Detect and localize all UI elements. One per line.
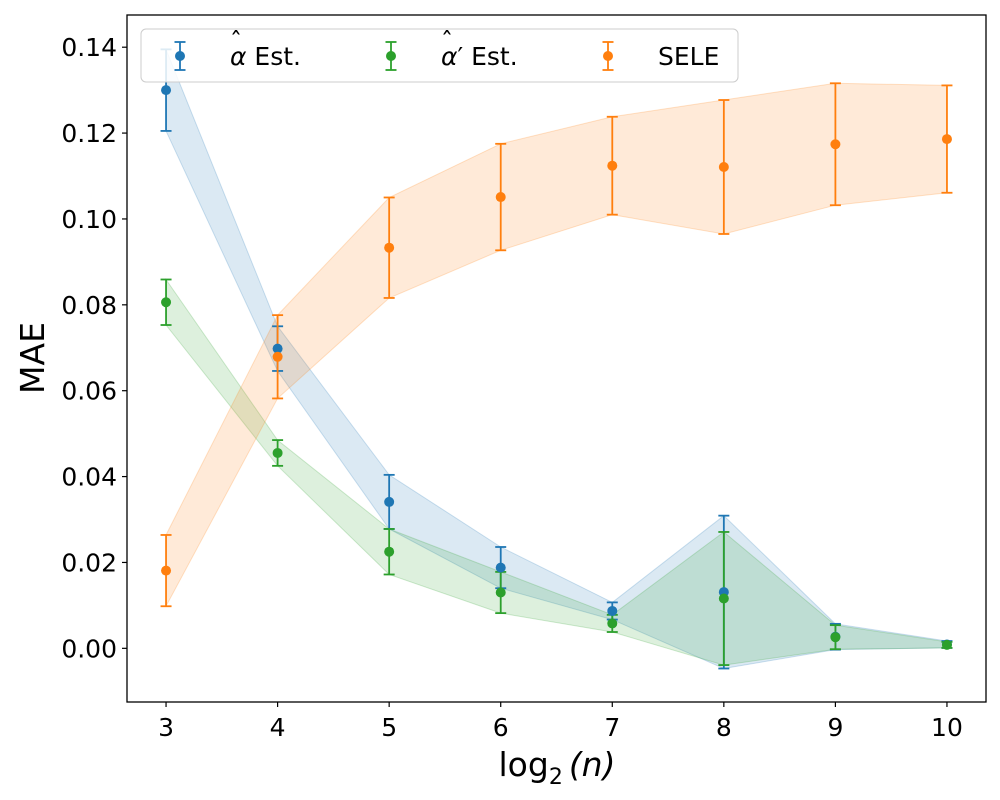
point-series-1-x8 bbox=[718, 593, 729, 604]
legend-label-base: α bbox=[230, 42, 247, 71]
y-tick-label: 0.14 bbox=[61, 33, 117, 62]
point-series-2-x5 bbox=[384, 242, 395, 253]
legend-box bbox=[140, 28, 739, 83]
y-tick-label: 0.00 bbox=[61, 634, 117, 663]
y-tick-label: 0.06 bbox=[61, 377, 117, 406]
point-series-1-x9 bbox=[830, 632, 841, 643]
y-axis-ticks: 0.00 0.02 0.04 0.06 0.08 0.10 0.12 0.14 bbox=[61, 33, 127, 663]
x-axis-ticks: 3 4 5 6 7 8 9 10 bbox=[158, 702, 963, 742]
x-tick-label: 10 bbox=[931, 713, 963, 742]
legend-label-rest: Est. bbox=[246, 42, 301, 71]
legend-label: SELE bbox=[658, 42, 719, 71]
point-series-2-x6 bbox=[495, 192, 506, 203]
x-tick-label: 3 bbox=[158, 713, 174, 742]
point-series-0-x6 bbox=[495, 562, 506, 573]
legend-label-hat: ˆ bbox=[230, 27, 243, 56]
x-axis-label: log2 (n) bbox=[499, 745, 616, 790]
point-series-0-x5 bbox=[384, 496, 395, 507]
legend-label: α Est. bbox=[230, 42, 301, 71]
data-points bbox=[161, 85, 952, 650]
point-series-1-x6 bbox=[495, 587, 506, 598]
x-axis-label-main: log bbox=[499, 745, 549, 784]
point-series-2-x4 bbox=[272, 351, 283, 362]
x-tick-label: 5 bbox=[381, 713, 397, 742]
point-series-1-x5 bbox=[384, 546, 395, 557]
y-tick-label: 0.02 bbox=[61, 548, 117, 577]
legend-handle-point bbox=[175, 51, 185, 61]
x-tick-label: 9 bbox=[827, 713, 843, 742]
legend-label-base: α bbox=[441, 42, 458, 71]
x-tick-label: 7 bbox=[604, 713, 620, 742]
point-series-1-x4 bbox=[272, 447, 283, 458]
x-axis-label-rest: (n) bbox=[569, 745, 616, 784]
legend-item-series-1: α′ Est.ˆ bbox=[385, 27, 518, 71]
legend-label-base: SELE bbox=[658, 42, 719, 71]
y-axis-label: MAE bbox=[13, 322, 52, 394]
y-tick-label: 0.08 bbox=[61, 291, 117, 320]
point-series-2-x10 bbox=[941, 134, 952, 145]
x-tick-label: 8 bbox=[716, 713, 732, 742]
point-series-0-x3 bbox=[161, 85, 172, 96]
legend-label-rest: ′ Est. bbox=[457, 42, 517, 71]
x-axis-label-sub: 2 bbox=[549, 765, 563, 790]
plot-frame bbox=[126, 14, 987, 703]
point-series-1-x7 bbox=[607, 618, 618, 629]
point-series-1-x3 bbox=[161, 297, 172, 308]
y-tick-label: 0.10 bbox=[61, 205, 117, 234]
point-series-0-x7 bbox=[607, 605, 618, 616]
legend-label: α′ Est. bbox=[441, 42, 518, 71]
point-series-1-x10 bbox=[941, 639, 952, 650]
x-tick-label: 4 bbox=[270, 713, 286, 742]
point-series-2-x9 bbox=[830, 139, 841, 150]
confidence-bands bbox=[165, 49, 948, 670]
y-tick-label: 0.04 bbox=[61, 463, 117, 492]
band-series-2 bbox=[165, 82, 948, 607]
x-tick-label: 6 bbox=[493, 713, 509, 742]
point-series-0-x4 bbox=[272, 343, 283, 354]
point-series-2-x3 bbox=[161, 565, 172, 576]
legend-item-series-0: α Est.ˆ bbox=[174, 27, 301, 71]
y-tick-label: 0.12 bbox=[61, 119, 117, 148]
legend-handle-point bbox=[386, 51, 396, 61]
legend-item-series-2: SELE bbox=[602, 41, 719, 71]
point-series-2-x7 bbox=[607, 160, 618, 171]
point-series-2-x8 bbox=[718, 161, 729, 172]
legend-handle-point bbox=[603, 51, 613, 61]
legend-label-hat: ˆ bbox=[441, 27, 454, 56]
